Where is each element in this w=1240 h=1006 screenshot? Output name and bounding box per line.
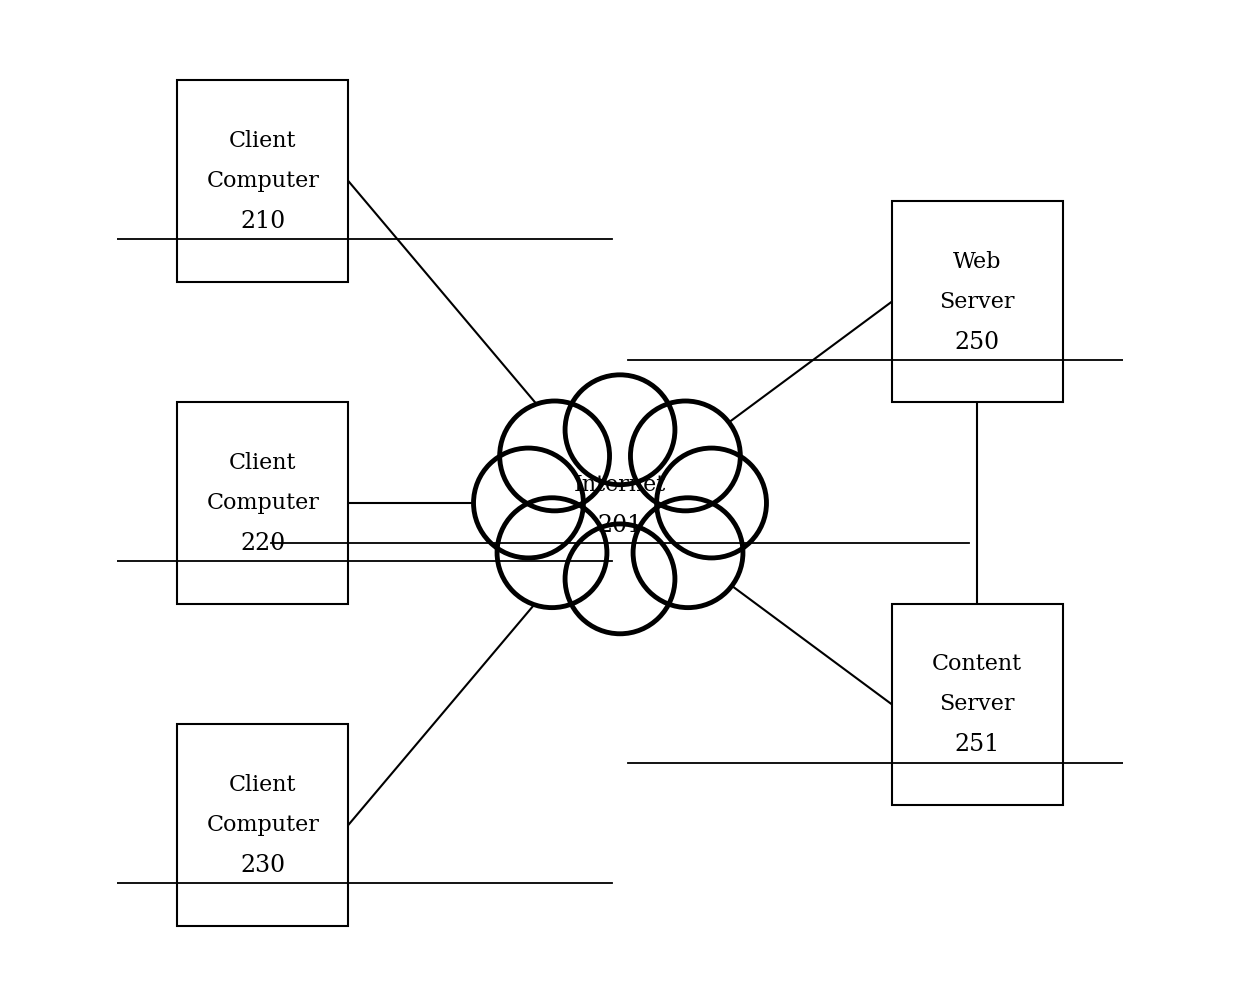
Text: Client: Client [229,130,296,152]
Text: Web: Web [952,250,1002,273]
Text: Computer: Computer [206,492,320,514]
Text: Server: Server [940,291,1014,313]
Text: 201: 201 [598,514,642,536]
Text: 230: 230 [241,854,285,876]
FancyBboxPatch shape [177,80,348,282]
Text: Server: Server [940,693,1014,715]
Circle shape [552,435,688,571]
Circle shape [657,448,766,558]
Text: 220: 220 [241,532,285,554]
Text: Client: Client [229,774,296,796]
Text: Content: Content [932,653,1022,675]
Circle shape [497,498,606,608]
Circle shape [565,524,675,634]
Circle shape [500,401,610,511]
Text: 250: 250 [955,331,999,353]
Text: Computer: Computer [206,170,320,192]
FancyBboxPatch shape [177,724,348,926]
FancyBboxPatch shape [177,402,348,604]
Circle shape [630,401,740,511]
Circle shape [565,375,675,485]
Text: Internet: Internet [574,474,666,496]
Circle shape [474,448,583,558]
Text: Computer: Computer [206,814,320,836]
Text: 251: 251 [955,733,999,756]
FancyBboxPatch shape [892,201,1063,402]
FancyBboxPatch shape [892,604,1063,805]
Text: Client: Client [229,452,296,474]
Circle shape [634,498,743,608]
Text: 210: 210 [241,210,285,232]
